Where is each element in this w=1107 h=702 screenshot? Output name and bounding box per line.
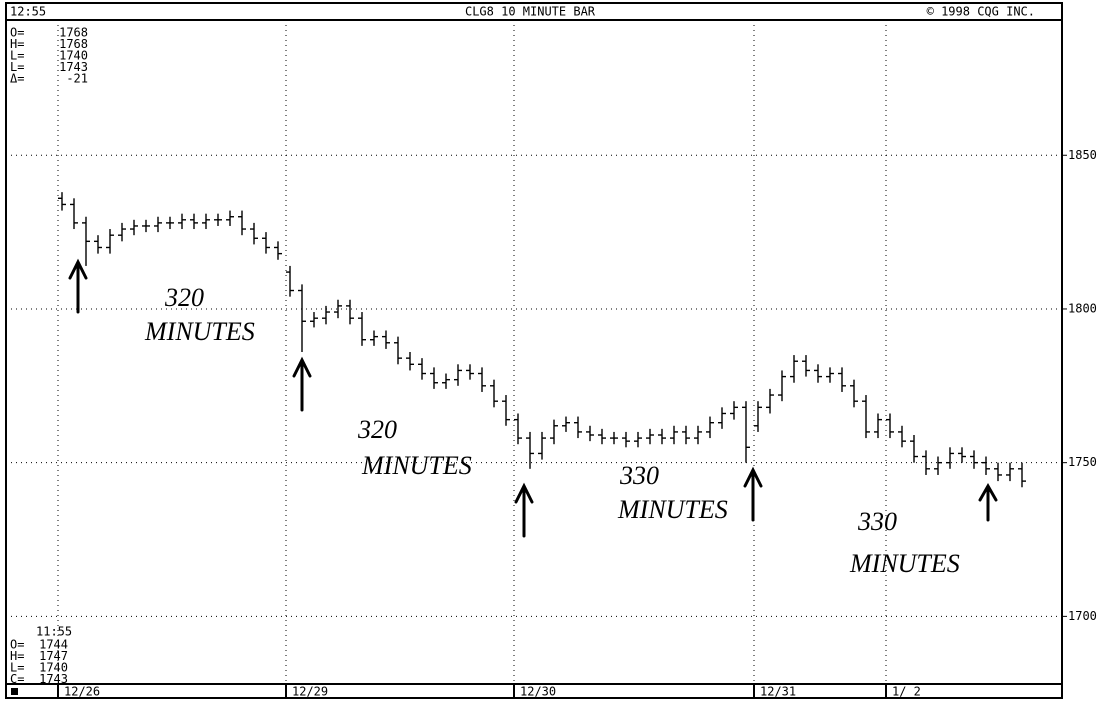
info-label: L= xyxy=(10,60,24,74)
info-value: 1768 xyxy=(59,26,88,40)
info-value: 1743 xyxy=(39,672,68,686)
arrows xyxy=(68,258,998,538)
y-tick-label: 1850 xyxy=(1068,148,1097,162)
header-copyright: © 1998 CQG INC. xyxy=(927,5,1035,19)
info-label: L= xyxy=(10,49,24,63)
x-tick-label: 12/30 xyxy=(520,685,556,699)
x-tick-label: 12/29 xyxy=(292,685,328,699)
x-tick-label: 1/ 2 xyxy=(892,685,921,699)
footer-box xyxy=(11,688,18,695)
annotation-text: MINUTES xyxy=(849,549,960,578)
header-time: 12:55 xyxy=(10,5,46,19)
info-label: O= xyxy=(10,638,24,652)
x-tick-label: 12/26 xyxy=(64,685,100,699)
annotation-text: MINUTES xyxy=(617,495,728,524)
arrow xyxy=(978,482,998,522)
info-value: 1740 xyxy=(59,49,88,63)
x-tick-label: 12/31 xyxy=(760,685,796,699)
annotation-number: 320 xyxy=(357,415,397,444)
y-tick-label: 1750 xyxy=(1068,455,1097,469)
info-time: 11:55 xyxy=(36,625,72,639)
arrow xyxy=(743,466,763,522)
y-tick-label: 1700 xyxy=(1068,609,1097,623)
info-label: Δ= xyxy=(10,72,24,86)
info-label: H= xyxy=(10,649,24,663)
annotation-number: 330 xyxy=(857,507,897,536)
info-label: O= xyxy=(10,26,24,40)
info-value: -21 xyxy=(66,72,88,86)
info-value: 1744 xyxy=(39,638,68,652)
annotation-number: 330 xyxy=(619,461,659,490)
info-value: 1743 xyxy=(59,60,88,74)
arrow xyxy=(292,356,312,412)
annotation-number: 320 xyxy=(164,283,204,312)
header-title: CLG8 10 MINUTE BAR xyxy=(465,5,596,19)
frame xyxy=(5,2,1063,699)
info-label: H= xyxy=(10,37,24,51)
annotation-text: MINUTES xyxy=(361,451,472,480)
info-label: L= xyxy=(10,661,24,675)
info-value: 1768 xyxy=(59,37,88,51)
info-label: C= xyxy=(10,672,24,686)
info-value: 1740 xyxy=(39,661,68,675)
arrow xyxy=(68,258,88,314)
arrow xyxy=(514,482,534,538)
annotation-text: MINUTES xyxy=(144,317,255,346)
y-tick-label: 1800 xyxy=(1068,301,1097,315)
info-value: 1747 xyxy=(39,649,68,663)
